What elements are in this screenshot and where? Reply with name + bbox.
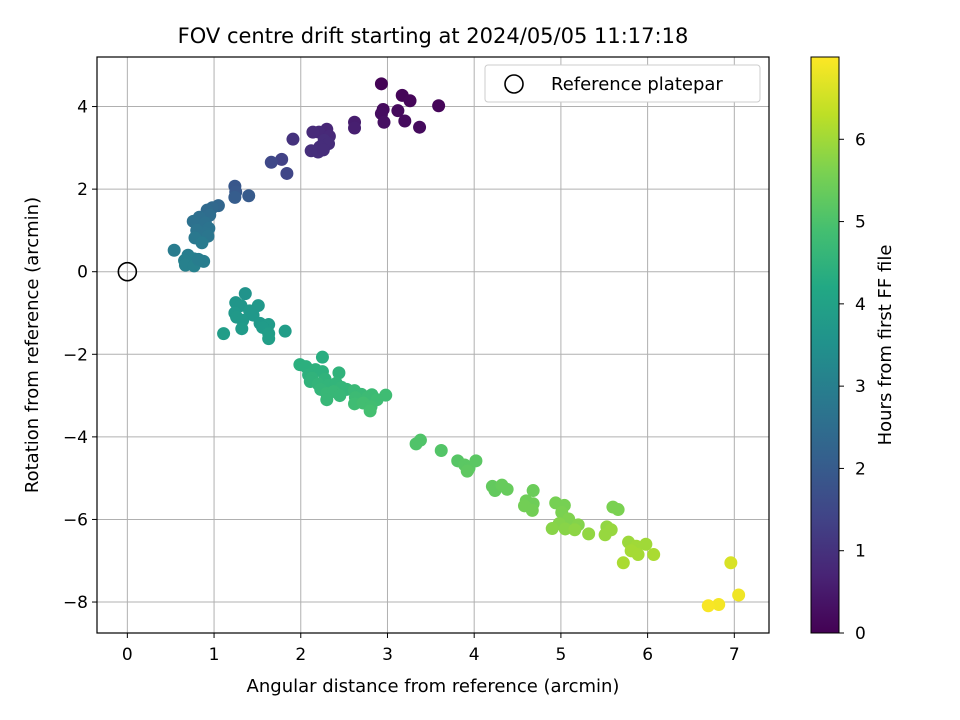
colorbar-tick-label: 0 (855, 624, 866, 644)
data-point (631, 548, 645, 562)
data-point (525, 503, 539, 517)
data-point (432, 99, 446, 113)
data-point (320, 393, 334, 407)
data-point (434, 443, 448, 457)
y-tick-label: 0 (77, 263, 88, 283)
data-point (724, 556, 738, 570)
y-tick-label: 2 (77, 180, 88, 200)
data-point (348, 121, 362, 135)
x-tick-label: 2 (295, 645, 306, 665)
colorbar: 0 1 2 3 4 5 6 Hours from first FF file (810, 56, 896, 644)
data-point (582, 527, 596, 541)
data-point (639, 537, 653, 551)
data-point (732, 588, 746, 602)
x-axis-label: Angular distance from reference (arcmin) (247, 676, 620, 697)
data-point (235, 322, 249, 336)
data-point (332, 366, 346, 380)
data-point (374, 77, 388, 91)
data-point (262, 332, 276, 346)
data-point (264, 155, 278, 169)
data-point (611, 503, 625, 517)
colorbar-gradient (810, 56, 840, 634)
data-point (315, 350, 329, 364)
data-point (403, 94, 417, 108)
data-point (398, 114, 412, 128)
legend: Reference platepar (484, 64, 761, 103)
reference-marker (117, 261, 138, 282)
data-points (167, 77, 746, 613)
x-tick-label: 7 (729, 645, 740, 665)
colorbar-tick-label: 3 (855, 377, 866, 397)
data-point (616, 556, 630, 570)
x-tick-label: 4 (469, 645, 480, 665)
y-axis-label: Rotation from reference (arcmin) (22, 197, 43, 493)
data-point (242, 189, 256, 203)
x-tick-label: 1 (209, 645, 220, 665)
data-point (167, 243, 181, 257)
data-point (598, 528, 612, 542)
data-point (333, 389, 347, 403)
data-point (701, 599, 715, 613)
x-tick-label: 5 (555, 645, 566, 665)
data-point (413, 120, 427, 134)
data-point (280, 166, 294, 180)
colorbar-label: Hours from first FF file (875, 245, 896, 446)
colorbar-tick-label: 4 (855, 295, 866, 315)
data-point (278, 324, 292, 338)
y-tick-label: −6 (63, 510, 88, 530)
legend-box (484, 64, 761, 103)
colorbar-tick-label: 2 (855, 459, 866, 479)
data-point (275, 152, 289, 166)
x-tick-label: 6 (642, 645, 653, 665)
legend-entry-reference: Reference platepar (551, 74, 723, 95)
data-point (217, 327, 231, 341)
data-point (460, 464, 474, 478)
data-point (191, 252, 205, 266)
data-point (526, 484, 540, 498)
data-point (647, 548, 661, 562)
legend-marker-icon (504, 74, 524, 94)
data-point (500, 482, 514, 496)
colorbar-tick-label: 5 (855, 213, 866, 233)
data-point (316, 143, 330, 157)
grid (97, 57, 769, 633)
data-point (568, 523, 582, 537)
data-point (195, 236, 209, 250)
y-tick-label: 4 (77, 98, 88, 118)
data-point (409, 437, 423, 451)
data-point (391, 104, 405, 118)
data-point (558, 522, 572, 536)
plot-frame (96, 56, 770, 634)
x-tick-label: 3 (382, 645, 393, 665)
y-tick-label: −4 (63, 428, 88, 448)
colorbar-ticks: 0 1 2 3 4 5 6 (839, 130, 866, 644)
data-point (306, 125, 320, 139)
y-axis: −8 −6 −4 −2 0 2 4 (63, 98, 97, 613)
data-point (377, 115, 391, 129)
y-tick-label: −2 (63, 345, 88, 365)
colorbar-tick-label: 1 (855, 542, 866, 562)
data-point (469, 454, 483, 468)
data-point (363, 404, 377, 418)
data-point (545, 522, 559, 536)
data-point (228, 190, 242, 204)
data-point (712, 598, 726, 612)
colorbar-tick-label: 6 (855, 130, 866, 150)
chart-title: FOV centre drift starting at 2024/05/05 … (178, 24, 689, 48)
data-point (286, 132, 300, 146)
y-tick-label: −8 (63, 593, 88, 613)
x-axis: 0 1 2 3 4 5 6 7 (122, 633, 740, 665)
data-point (238, 287, 252, 301)
x-tick-label: 0 (122, 645, 133, 665)
